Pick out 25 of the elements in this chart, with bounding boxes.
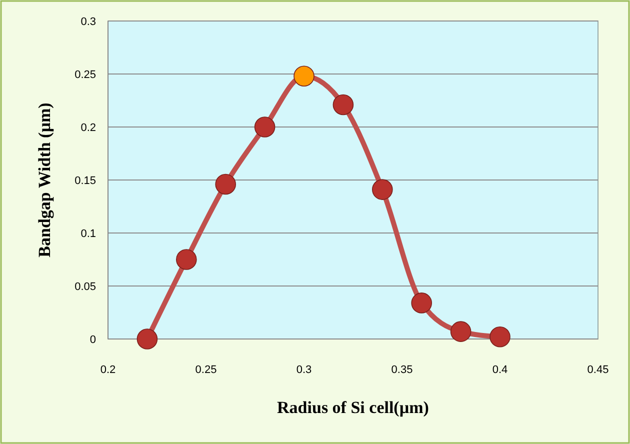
x-tick-label: 0.45 <box>587 364 609 376</box>
point <box>136 328 158 350</box>
point <box>332 94 354 116</box>
point <box>490 326 510 348</box>
x-tick-label: 0.2 <box>100 364 116 376</box>
x-tick-label: 0.35 <box>391 364 413 376</box>
x-tick-label: 0.25 <box>195 364 217 376</box>
y-tick-label: 0.25 <box>74 68 96 81</box>
y-tick-label: 0.1 <box>80 228 96 240</box>
x-tick-label: 0.4 <box>492 364 508 376</box>
point <box>176 249 197 270</box>
point <box>254 116 276 138</box>
y-tick-label: 0.05 <box>74 280 96 293</box>
point <box>215 174 236 195</box>
y-tick-label: 0.2 <box>80 122 96 134</box>
y-axis-title: Bandgap Width (µm) <box>35 102 54 258</box>
point <box>372 179 393 200</box>
point <box>450 321 472 342</box>
y-tick-label: 0.3 <box>80 16 96 28</box>
y-tick-label: 0 <box>90 334 96 346</box>
y-tick-label: 0.15 <box>74 174 96 187</box>
point <box>411 292 432 314</box>
point <box>294 66 314 87</box>
x-tick-label: 0.3 <box>296 364 312 376</box>
x-axis-title: Radius of Si cell(µm) <box>277 398 429 417</box>
